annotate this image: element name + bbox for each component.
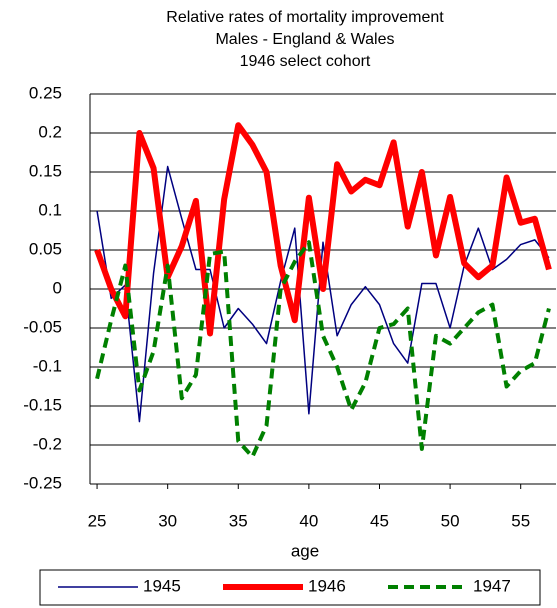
y-tick-label: -0.1 xyxy=(33,356,62,375)
chart-title: Relative rates of mortality improvement xyxy=(166,9,444,26)
chart-title: 1946 select cohort xyxy=(240,53,371,70)
y-tick-label: 0.1 xyxy=(38,200,62,219)
legend-label: 1947 xyxy=(473,576,511,595)
x-tick-label: 45 xyxy=(370,511,389,530)
chart-title: Males - England & Wales xyxy=(215,31,394,48)
x-axis-label: age xyxy=(291,541,319,560)
y-tick-label: -0.25 xyxy=(23,473,62,492)
y-tick-label: 0.15 xyxy=(29,161,62,180)
x-tick-label: 40 xyxy=(299,511,318,530)
legend-label: 1946 xyxy=(308,576,346,595)
y-tick-label: 0.2 xyxy=(38,122,62,141)
x-tick-label: 50 xyxy=(441,511,460,530)
y-tick-label: -0.05 xyxy=(23,317,62,336)
y-tick-label: 0 xyxy=(53,278,62,297)
y-tick-label: -0.2 xyxy=(33,434,62,453)
x-tick-label: 35 xyxy=(229,511,248,530)
legend-label: 1945 xyxy=(143,576,181,595)
series-line xyxy=(96,165,550,423)
x-tick-label: 55 xyxy=(511,511,530,530)
series-line xyxy=(94,122,552,337)
y-tick-label: -0.15 xyxy=(23,395,62,414)
y-tick-label: 0.25 xyxy=(29,83,62,102)
x-tick-label: 25 xyxy=(88,511,107,530)
x-tick-label: 30 xyxy=(158,511,177,530)
y-tick-label: 0.05 xyxy=(29,239,62,258)
